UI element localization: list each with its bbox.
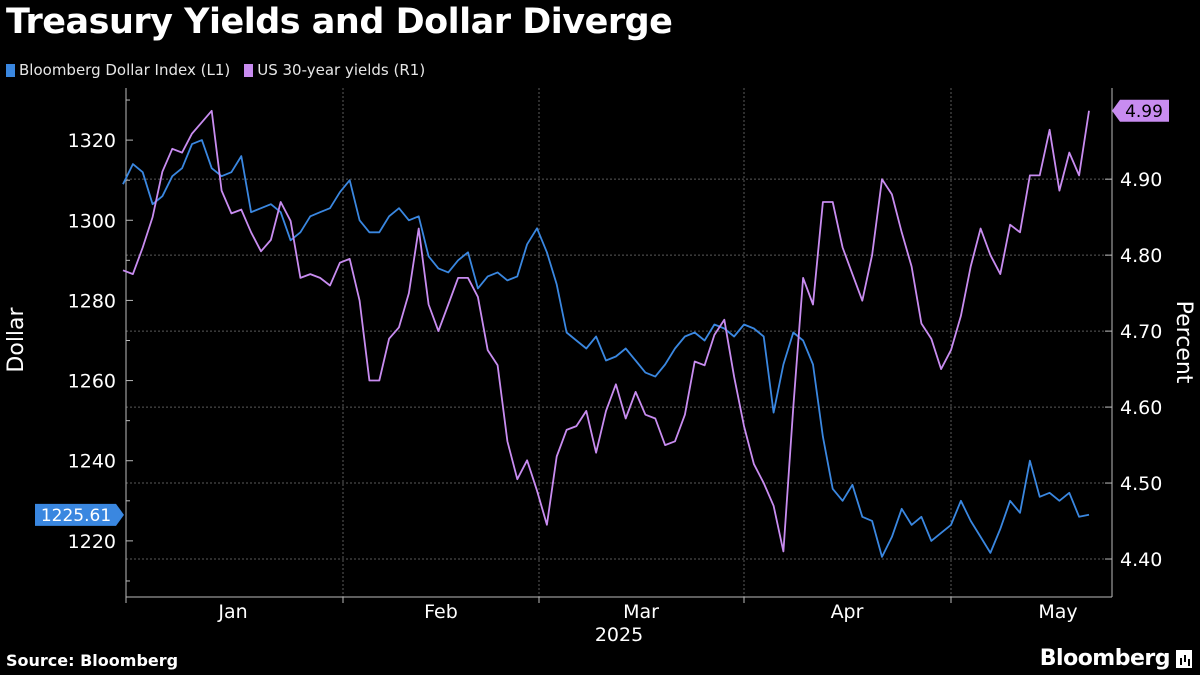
- dollar-last-value-label: 1225.61: [41, 506, 111, 526]
- legend-label-dollar: Bloomberg Dollar Index (L1): [19, 61, 231, 79]
- brand-logo: Bloomberg: [1040, 646, 1192, 671]
- dollar-last-value-tag: [35, 503, 124, 526]
- right-axis-tick-label: 4.70: [1120, 321, 1162, 343]
- x-axis-tick-label: Apr: [831, 601, 864, 623]
- series-line-dollar-index: [122, 139, 1090, 558]
- left-axis-tick-label: 1300: [68, 210, 116, 232]
- chart-title: Treasury Yields and Dollar Diverge: [6, 2, 673, 42]
- right-axis-tick-label: 4.40: [1120, 549, 1162, 571]
- left-axis-title: Dollar: [4, 306, 29, 372]
- left-axis-tick-label: 1320: [68, 130, 116, 152]
- series-line-30y-yields: [122, 109, 1090, 553]
- x-axis-year-label: 2025: [595, 624, 643, 646]
- source-note: Source: Bloomberg: [6, 651, 179, 670]
- left-axis-tick-label: 1240: [68, 451, 116, 473]
- right-axis-tick-label: 4.50: [1120, 473, 1162, 495]
- yields-last-value-tag: [1112, 99, 1169, 122]
- bloomberg-terminal-icon: [1176, 649, 1192, 668]
- left-axis-tick-label: 1280: [68, 290, 116, 312]
- legend-item-dollar: Bloomberg Dollar Index (L1): [6, 61, 230, 79]
- legend-label-yields: US 30-year yields (R1): [257, 61, 426, 79]
- legend-swatch-yields: [244, 63, 254, 77]
- chart-legend: Bloomberg Dollar Index (L1) US 30-year y…: [6, 60, 439, 80]
- left-axis-tick-label: 1220: [68, 531, 116, 553]
- legend-item-yields: US 30-year yields (R1): [244, 61, 425, 79]
- x-axis-tick-label: May: [1038, 601, 1077, 623]
- x-axis-tick-label: Mar: [623, 601, 659, 623]
- right-axis-tick-label: 4.90: [1120, 169, 1162, 191]
- x-axis-tick-label: Feb: [424, 601, 458, 623]
- right-axis-title: Percent: [1171, 301, 1196, 384]
- yields-last-value-label: 4.99: [1125, 102, 1163, 122]
- right-axis-tick-label: 4.60: [1120, 397, 1162, 419]
- x-axis-tick-label: Jan: [217, 601, 247, 623]
- left-axis-tick-label: 1260: [68, 371, 116, 393]
- brand-name: Bloomberg: [1039, 646, 1171, 671]
- right-axis-tick-label: 4.80: [1120, 245, 1162, 267]
- legend-swatch-dollar: [6, 63, 15, 77]
